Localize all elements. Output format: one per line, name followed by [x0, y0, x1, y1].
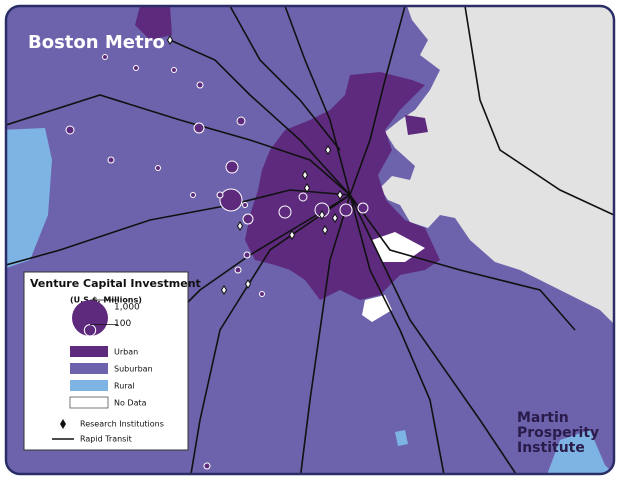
rural-area [545, 430, 614, 474]
credit-line: Prosperity [517, 425, 599, 441]
investment-bubble [298, 192, 308, 202]
legend-label: Research Institutions [80, 420, 164, 429]
investment-bubble [107, 156, 115, 164]
investment-bubble [155, 165, 161, 171]
legend-swatch [70, 380, 108, 391]
research-institutions [166, 35, 344, 295]
investment-bubble [225, 160, 239, 174]
no-data-area [372, 232, 425, 262]
map-frame [4, 4, 616, 476]
urban-area [135, 6, 172, 40]
research-institution [336, 190, 344, 200]
legend-label: Suburban [114, 365, 153, 374]
research-institution [321, 225, 329, 235]
investment-bubble [357, 202, 369, 214]
legend-title: Venture Capital Investment [30, 277, 201, 290]
size-key-label: 1,000 [114, 303, 140, 313]
legend-swatch [69, 396, 109, 409]
research-institution [303, 183, 311, 193]
investment-bubble [133, 65, 139, 71]
investment-bubble [219, 188, 243, 212]
transit-line [169, 39, 351, 196]
credit: Martin Prosperity Institute [517, 410, 599, 456]
research-institution [220, 285, 228, 295]
legend-label: No Data [114, 399, 147, 408]
no-data-area [362, 295, 392, 322]
investment-bubble [242, 213, 254, 225]
research-institution [301, 170, 309, 180]
investment-bubble [203, 462, 211, 470]
credit-line: Martin [517, 410, 569, 426]
investment-bubbles [65, 54, 369, 470]
research-institution [244, 279, 252, 289]
credit-line: Institute [517, 440, 585, 456]
investment-bubble [171, 67, 177, 73]
investment-bubble [278, 205, 292, 219]
transit-line [349, 194, 576, 331]
rural-area [395, 430, 408, 446]
transit-line [464, 6, 614, 216]
research-institution [324, 145, 332, 155]
investment-bubble [242, 202, 248, 208]
legend: Venture Capital Investment (U.S.$, Milli… [23, 271, 201, 451]
rapid-transit [6, 6, 614, 474]
transit-line [284, 6, 351, 196]
transit-line [229, 6, 341, 151]
legend-label: Rapid Transit [80, 435, 132, 444]
investment-bubble [234, 266, 242, 274]
investment-bubble [236, 116, 246, 126]
transit-line [349, 194, 446, 474]
investment-bubble [65, 125, 75, 135]
transit-line [6, 189, 351, 266]
research-institution [236, 221, 244, 231]
no-data-area [380, 6, 614, 330]
urban-area [405, 115, 428, 135]
size-key-label: 100 [114, 319, 131, 329]
rural-area [6, 128, 52, 270]
research-institution [331, 213, 339, 223]
investment-bubble [243, 251, 251, 259]
investment-bubble [216, 191, 224, 199]
legend-swatch [70, 346, 108, 357]
legend-label: Rural [114, 382, 135, 391]
transit-line [349, 194, 521, 474]
investment-bubble [259, 291, 265, 297]
transit-line [6, 94, 351, 196]
transit-line [299, 194, 351, 474]
research-institution [166, 35, 174, 45]
investment-bubble [339, 203, 353, 217]
research-symbol [60, 419, 66, 429]
legend-swatch [70, 363, 108, 374]
transit-line [349, 6, 406, 196]
map-title: Boston Metro [28, 32, 165, 53]
legend-label: Urban [114, 348, 138, 357]
research-institution [288, 230, 296, 240]
transit-line [189, 194, 351, 474]
research-institution [318, 210, 326, 220]
investment-bubble [190, 192, 196, 198]
size-key [72, 300, 108, 336]
investment-bubble [102, 54, 108, 60]
legend-box [23, 271, 189, 451]
investment-bubble [196, 81, 204, 89]
investment-bubble [193, 122, 205, 134]
